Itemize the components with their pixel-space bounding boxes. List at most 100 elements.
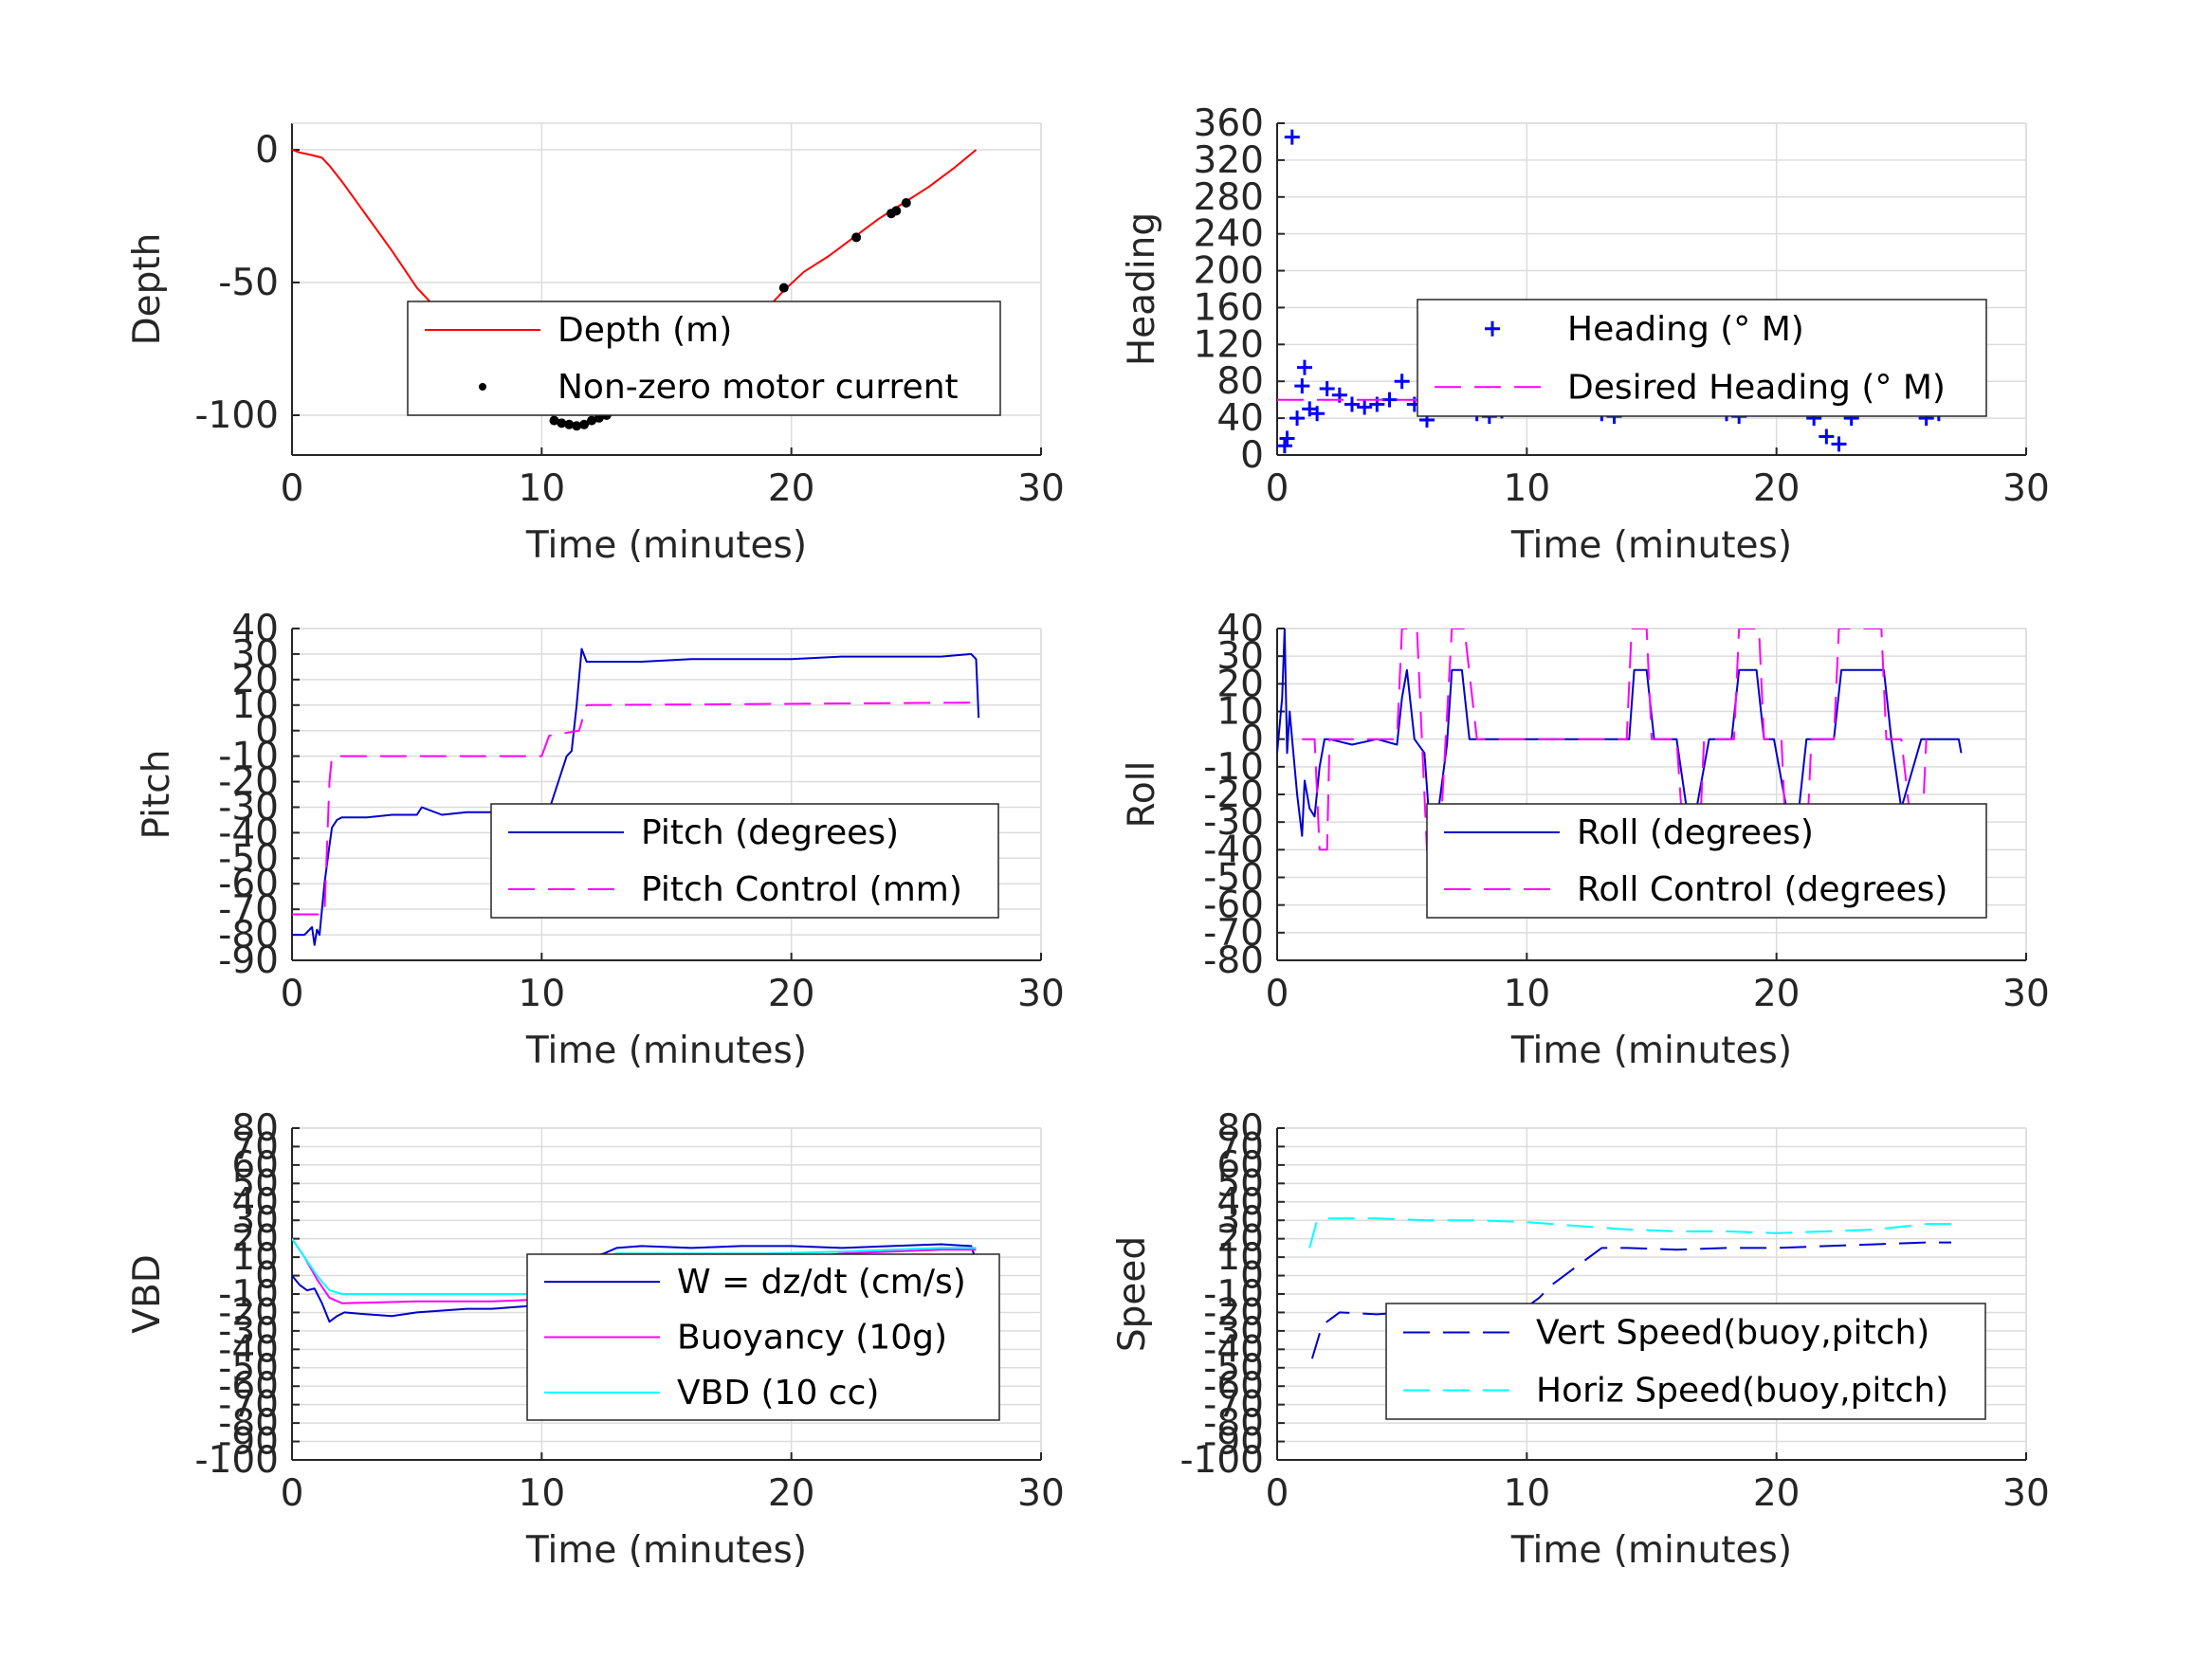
legend-label: Horiz Speed(buoy,pitch): [1536, 1372, 1948, 1411]
x-tick-label: 20: [768, 1472, 815, 1515]
y-tick-label: -30: [218, 1310, 279, 1353]
legend: Pitch (degrees) Pitch Control (mm): [490, 803, 999, 919]
legend: W = dz/dt (cm/s) Buoyancy (10g) VBD (10 cc…: [526, 1253, 1000, 1421]
data-point: [1296, 359, 1312, 375]
y-tick-label: -100: [194, 394, 279, 437]
x-tick-label: 0: [281, 973, 304, 1015]
data-point: [891, 206, 902, 216]
legend-swatch: [479, 383, 486, 391]
y-tick-label: 70: [1216, 1125, 1264, 1168]
y-tick-label: 60: [1216, 1144, 1264, 1187]
x-tick-label: 20: [768, 467, 815, 510]
y-tick-label: -80: [218, 914, 279, 957]
legend-label: Vert Speed(buoy,pitch): [1536, 1314, 1929, 1353]
data-point: [557, 418, 567, 428]
y-tick-label: 50: [231, 1162, 279, 1205]
y-tick-label: 40: [1216, 608, 1264, 650]
y-tick-label: -60: [218, 1365, 279, 1408]
y-tick-label: -40: [218, 1328, 279, 1371]
legend-box: [1385, 1303, 1986, 1420]
x-axis-label: Time (minutes): [525, 1529, 807, 1572]
chart-vbd: 0 10 20 30-100-90-80-70-60-50-40-30-20-1001…: [126, 1107, 1065, 1572]
legend-label: Depth (m): [558, 311, 732, 350]
y-tick-label: 10: [231, 684, 279, 727]
y-tick-label: -70: [1203, 1384, 1264, 1427]
x-tick-label: 20: [1753, 973, 1801, 1015]
y-tick-label: 40: [231, 608, 279, 650]
y-tick-label: -100: [194, 1439, 279, 1482]
y-tick-label: -60: [218, 863, 279, 905]
legend-label: W = dz/dt (cm/s): [677, 1263, 966, 1302]
x-tick-label: 30: [1017, 973, 1065, 1015]
y-tick-label: 50: [1216, 1162, 1264, 1205]
data-point: [1289, 410, 1306, 427]
data-point: [1344, 396, 1360, 412]
legend-label: Roll (degrees): [1577, 813, 1814, 852]
y-tick-label: 80: [1216, 1107, 1264, 1150]
y-axis-label: VBD: [126, 1254, 169, 1333]
y-tick-label: 0: [1240, 719, 1264, 761]
x-tick-label: 10: [1504, 1472, 1551, 1515]
plot-area: [1277, 629, 1963, 851]
plot-area: [1308, 1217, 1951, 1359]
y-tick-label: 360: [1194, 102, 1264, 145]
y-tick-label: 30: [231, 1199, 279, 1242]
y-tick-label: -70: [218, 1384, 279, 1427]
legend-swatch: [1485, 320, 1500, 337]
y-tick-label: -80: [218, 1402, 279, 1445]
y-tick-label: 80: [1216, 360, 1264, 403]
legend-box: [490, 803, 999, 919]
y-tick-label: 30: [1216, 635, 1264, 678]
y-axis-label: Speed: [1111, 1236, 1154, 1352]
legend: Vert Speed(buoy,pitch) Horiz Speed(buoy,p…: [1385, 1303, 1986, 1420]
legend: Heading (° M) Desired Heading (° M): [1417, 299, 1987, 417]
data-point: [549, 415, 559, 426]
y-tick-label: 200: [1194, 250, 1264, 293]
x-tick-label: 0: [1266, 467, 1289, 510]
legend: Roll (degrees) Roll Control (degrees): [1426, 803, 1987, 919]
chart-depth: 0 10 20 30 -100 -50 0 Time (minutes) Depth Depth …: [126, 122, 1065, 567]
x-axis-label: Time (minutes): [1510, 1030, 1792, 1072]
x-tick-label: 30: [2002, 1472, 2050, 1515]
y-tick-label: 320: [1194, 139, 1264, 182]
y-tick-label: -30: [1203, 801, 1264, 844]
y-tick-label: -10: [1203, 746, 1264, 789]
data-point: [901, 198, 911, 208]
y-tick-label: -60: [1203, 884, 1264, 927]
y-tick-label: -20: [1203, 774, 1264, 816]
y-tick-label: 120: [1194, 323, 1264, 366]
y-tick-label: 40: [1216, 1181, 1264, 1224]
data-point: [579, 419, 590, 429]
data-point: [1284, 129, 1300, 145]
y-tick-label: -90: [1203, 1421, 1264, 1464]
legend-label: Pitch (degrees): [641, 813, 899, 852]
series-line-1: [292, 702, 979, 916]
y-tick-label: -20: [218, 761, 279, 804]
data-point: [1319, 381, 1335, 396]
y-tick-label: -90: [218, 1421, 279, 1464]
y-tick-label: -30: [1203, 1310, 1264, 1353]
data-point: [1294, 378, 1310, 394]
x-tick-label: 0: [1266, 1472, 1289, 1515]
y-tick-label: 20: [231, 659, 279, 702]
data-point: [1394, 374, 1410, 390]
y-tick-label: 280: [1194, 176, 1264, 219]
y-tick-label: 160: [1194, 286, 1264, 329]
y-tick-label: 20: [231, 1218, 279, 1261]
x-tick-label: 30: [1017, 1472, 1065, 1515]
x-tick-label: 20: [768, 973, 815, 1015]
y-tick-label: -80: [1203, 1402, 1264, 1445]
x-axis-label: Time (minutes): [525, 524, 807, 567]
legend: Depth (m) Non-zero motor current: [407, 301, 1001, 416]
legend-label: Roll Control (degrees): [1577, 870, 1947, 909]
y-tick-label: 70: [231, 1125, 279, 1168]
chart-pitch: 0 10 20 30-90-80-70-60-50-40-30-20-10010203…: [136, 608, 1065, 1072]
y-tick-label: -40: [218, 811, 279, 854]
x-axis-label: Time (minutes): [1510, 524, 1792, 567]
x-tick-label: 10: [519, 467, 566, 510]
data-point: [1381, 392, 1398, 408]
y-tick-label: 0: [1240, 1255, 1264, 1298]
x-tick-label: 30: [2002, 973, 2050, 1015]
x-axis-label: Time (minutes): [1510, 1529, 1792, 1572]
